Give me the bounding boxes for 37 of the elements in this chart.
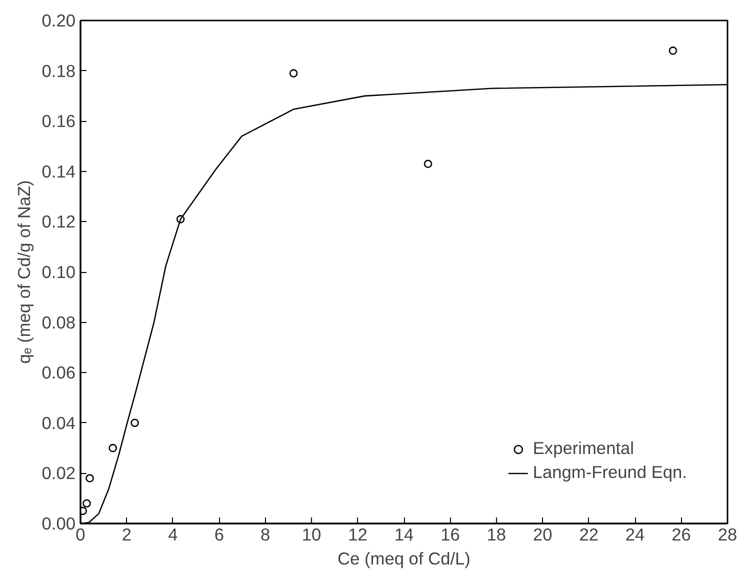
x-tick-label: 4 (168, 524, 178, 544)
x-tick-label: 20 (533, 524, 552, 544)
point (289, 69, 298, 78)
point (86, 474, 94, 482)
point (424, 160, 432, 168)
y-tick-label: 0.00 (42, 514, 76, 534)
y-tick-label: 0.10 (42, 262, 76, 282)
x-tick-label: 24 (625, 524, 646, 544)
point (108, 444, 117, 452)
point (668, 46, 678, 55)
x-tick-label: 26 (672, 524, 691, 544)
y-tick-label: 0.18 (42, 60, 76, 81)
x-tick-label: 8 (260, 524, 270, 544)
x-tick-label: 14 (394, 524, 414, 544)
x-axis-title: Ce (meq of Cd/L) (338, 548, 470, 568)
y-axis-title: qₑ (meq of Cd/g of NaZ) (14, 180, 34, 364)
y-tick-label: 0.20 (42, 10, 76, 30)
x-tick-label: 22 (579, 524, 598, 544)
y-tick-label: 0.02 (42, 463, 76, 484)
x-tick-label: 6 (214, 524, 224, 544)
point (130, 418, 139, 428)
x-tick-label: 28 (718, 524, 738, 544)
y-tick-label: 0.12 (42, 212, 76, 232)
legend-label: Langm-Freund Eqn. (532, 462, 687, 483)
x-tick-label: 2 (122, 524, 132, 544)
y-tick-label: 0.06 (42, 362, 76, 383)
y-tick-label: 0.14 (42, 161, 76, 182)
x-tick-label: 18 (486, 524, 506, 544)
legend-label: Experimental (532, 438, 634, 459)
x-tick-label: 10 (302, 524, 322, 544)
point (82, 499, 91, 508)
y-tick-label: 0.08 (42, 312, 76, 332)
x-tick-label: 16 (440, 524, 460, 544)
x-tick-label: 12 (348, 524, 368, 544)
y-tick-label: 0.04 (42, 412, 76, 433)
y-tick-label: 0.16 (42, 111, 76, 132)
x-tick-label: 0 (76, 524, 86, 544)
